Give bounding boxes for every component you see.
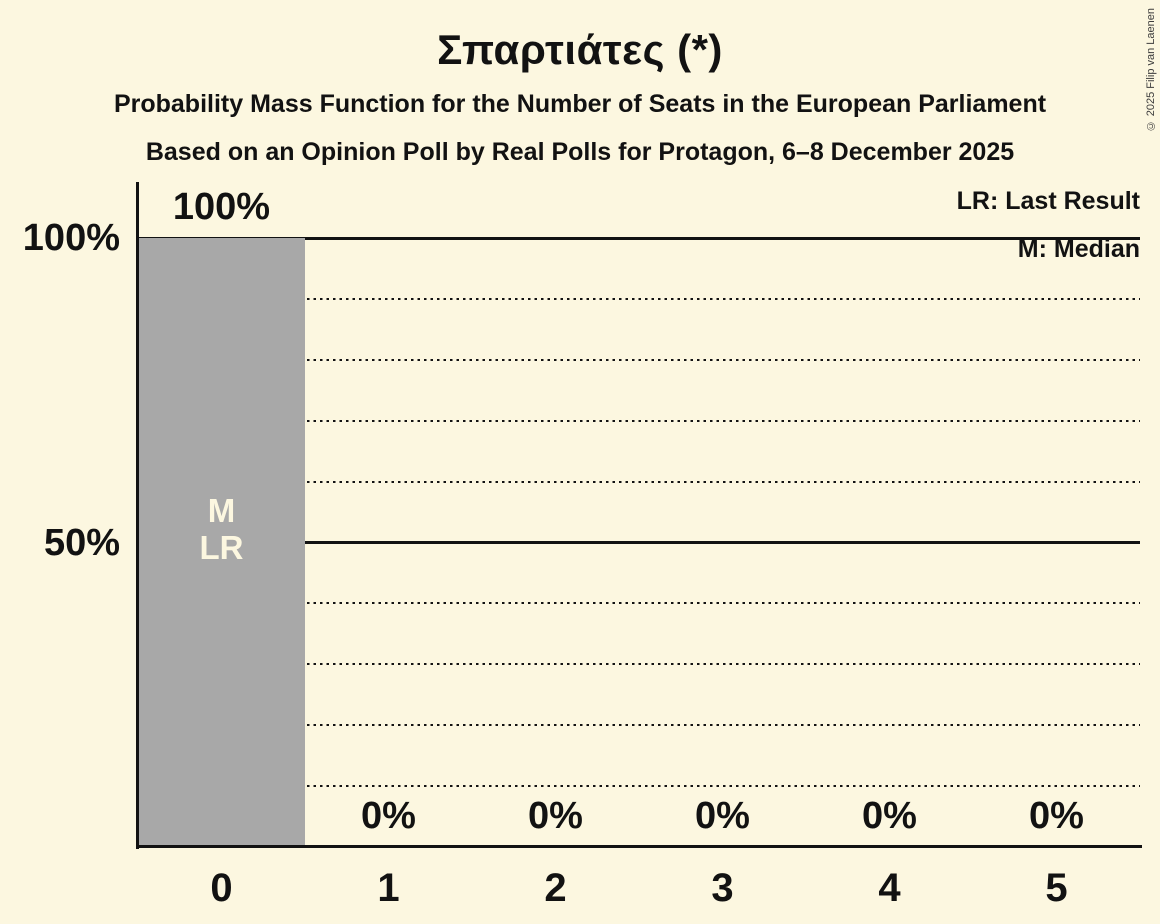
gridline-dotted-10	[138, 785, 1140, 788]
gridline-dotted-30	[138, 663, 1140, 666]
bar-value-label-4: 0%	[862, 795, 917, 837]
gridline-dotted-20	[138, 724, 1140, 727]
x-axis-line	[136, 845, 1142, 848]
bar-value-label-3: 0%	[695, 795, 750, 837]
gridline-dotted-70	[138, 419, 1140, 422]
x-tick-4: 4	[878, 866, 901, 910]
y-axis-line	[136, 182, 139, 849]
gridline-dotted-80	[138, 358, 1140, 361]
x-tick-0: 0	[210, 866, 233, 910]
bar-value-label-1: 0%	[361, 795, 416, 837]
y-tick-100: 100%	[22, 217, 120, 259]
chart-subtitle: Probability Mass Function for the Number…	[113, 90, 1047, 118]
bar-value-label-0: 100%	[172, 186, 271, 228]
bar-annotation-median-last-result: M LR	[138, 492, 305, 566]
copyright-notice: © 2025 Filip van Laenen	[1145, 8, 1157, 132]
legend-median: M: Median	[1017, 235, 1140, 263]
x-tick-3: 3	[711, 866, 734, 910]
x-tick-2: 2	[544, 866, 567, 910]
bar-annotation-line: M	[207, 492, 236, 529]
x-tick-5: 5	[1045, 866, 1068, 910]
gridline-dotted-60	[138, 480, 1140, 483]
chart-title: Σπαρτιάτες (*)	[437, 26, 723, 73]
legend-last-result: LR: Last Result	[956, 187, 1140, 215]
gridline-dotted-90	[138, 297, 1140, 300]
gridline-solid-50	[138, 541, 1140, 544]
bar-0	[138, 238, 305, 847]
plot-area: 100% 0% 0% 0% 0% 0% M LR	[138, 188, 1140, 847]
bar-value-label-2: 0%	[528, 795, 583, 837]
y-tick-50: 50%	[43, 521, 120, 564]
bar-annotation-line: LR	[199, 529, 244, 566]
gridline-solid-100	[138, 236, 1140, 240]
chart-poll-source: Based on an Opinion Poll by Real Polls f…	[145, 138, 1015, 166]
gridline-dotted-40	[138, 602, 1140, 605]
x-tick-1: 1	[377, 866, 400, 910]
bar-value-label-5: 0%	[1029, 795, 1084, 837]
